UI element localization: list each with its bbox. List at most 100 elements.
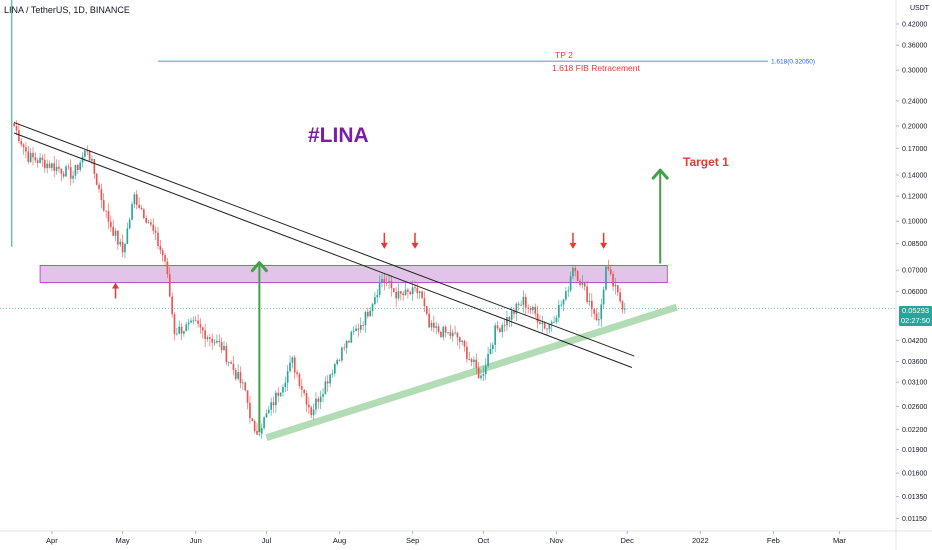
candle-body <box>605 266 607 290</box>
ascending-support-line <box>265 303 678 442</box>
candle-body <box>157 232 159 246</box>
candle-body <box>315 398 317 410</box>
candle-body <box>300 386 303 390</box>
candle-body <box>539 322 541 325</box>
candle-body <box>583 282 586 287</box>
candle-body <box>591 300 593 310</box>
candle-body <box>390 281 393 289</box>
candle-body <box>183 331 185 334</box>
candle-body <box>173 314 176 334</box>
candle-body <box>569 276 572 291</box>
candle-body <box>407 289 409 292</box>
candle-body <box>138 204 140 208</box>
price-tick-label: 0.02600 <box>902 404 927 411</box>
candle-body <box>529 308 532 311</box>
candle-body <box>430 322 433 328</box>
candle-body <box>100 189 103 201</box>
candle-body <box>51 163 53 168</box>
candle-body <box>345 340 348 348</box>
candle-body <box>272 402 275 406</box>
price-tick-label: 0.01150 <box>902 516 927 523</box>
candle-body <box>364 311 367 326</box>
candle-body <box>293 357 296 373</box>
price-tick-label: 0.42000 <box>902 21 927 28</box>
candle-body <box>508 316 511 320</box>
price-tick-label: 0.02200 <box>902 427 927 434</box>
price-tick-label: 0.01350 <box>902 494 927 501</box>
candle-body <box>239 372 242 384</box>
candle-body <box>84 150 86 157</box>
candle-body <box>91 158 93 161</box>
candle-body <box>180 326 183 334</box>
candle-body <box>565 291 567 300</box>
candle-body <box>397 291 400 299</box>
candle-body <box>201 327 204 331</box>
candle-body <box>423 298 426 307</box>
target-arrow-head <box>651 168 669 180</box>
candle-body <box>41 157 44 161</box>
candle-body <box>425 306 428 314</box>
rejection-arrow-head <box>411 242 419 249</box>
time-tick-label: Oct <box>478 536 491 545</box>
candle-body <box>88 151 91 161</box>
candle-body <box>206 337 209 340</box>
tp2-label: TP 2 <box>555 50 573 60</box>
candle-body <box>199 323 202 328</box>
candle-body <box>449 332 452 337</box>
candle-body <box>411 287 414 295</box>
current-price-tag: 0.05293 02:27:50 <box>899 306 932 326</box>
candle-body <box>161 250 164 256</box>
candle-body <box>48 163 51 168</box>
candle-body <box>220 342 223 351</box>
candle-body <box>616 285 619 293</box>
price-tick-label: 0.10000 <box>902 219 927 226</box>
candle-body <box>470 359 473 362</box>
candle-body <box>303 389 305 394</box>
time-tick-label: Dec <box>621 536 635 545</box>
fib-value-label: 1.618(0.32050) <box>771 59 815 66</box>
fib-retracement-label: 1.618 FIB Retracement <box>552 63 641 73</box>
candle-body <box>576 271 579 281</box>
candle-body <box>190 320 192 323</box>
time-tick-label: Mar <box>833 536 846 545</box>
candle-body <box>143 209 145 219</box>
candle-body <box>400 291 402 294</box>
candle-body <box>501 325 504 333</box>
candle-body <box>355 328 357 331</box>
candle-body <box>13 123 15 127</box>
candle-body <box>218 340 221 343</box>
candle-body <box>72 175 74 179</box>
candle-body <box>187 322 190 325</box>
candle-body <box>494 325 496 345</box>
time-tick-label: Aug <box>333 536 346 545</box>
price-tick-label: 0.07000 <box>902 268 927 275</box>
price-tick-label: 0.36000 <box>902 43 927 50</box>
support-marker-head <box>112 282 120 289</box>
candle-body <box>326 381 329 384</box>
candle-body <box>527 307 529 309</box>
candle-body <box>232 363 235 370</box>
candle-body <box>381 279 383 283</box>
candle-body <box>298 374 301 387</box>
candle-body <box>128 219 131 229</box>
price-tick-label: 0.01900 <box>902 447 927 454</box>
candle-body <box>333 364 336 374</box>
candle-body <box>522 296 525 305</box>
candle-body <box>204 330 206 340</box>
time-tick-label: May <box>116 536 130 545</box>
candle-body <box>256 430 258 435</box>
candle-body <box>466 346 468 360</box>
candle-body <box>329 374 331 384</box>
candle-body <box>105 210 107 212</box>
candle-body <box>392 288 395 292</box>
time-tick-label: Sep <box>406 536 419 545</box>
candle-body <box>395 291 397 299</box>
rejection-arrow-head <box>600 242 608 249</box>
candle-body <box>20 141 23 145</box>
candle-body <box>607 266 610 270</box>
candle-body <box>550 322 553 324</box>
candle-body <box>543 322 546 329</box>
candle-body <box>602 289 605 305</box>
